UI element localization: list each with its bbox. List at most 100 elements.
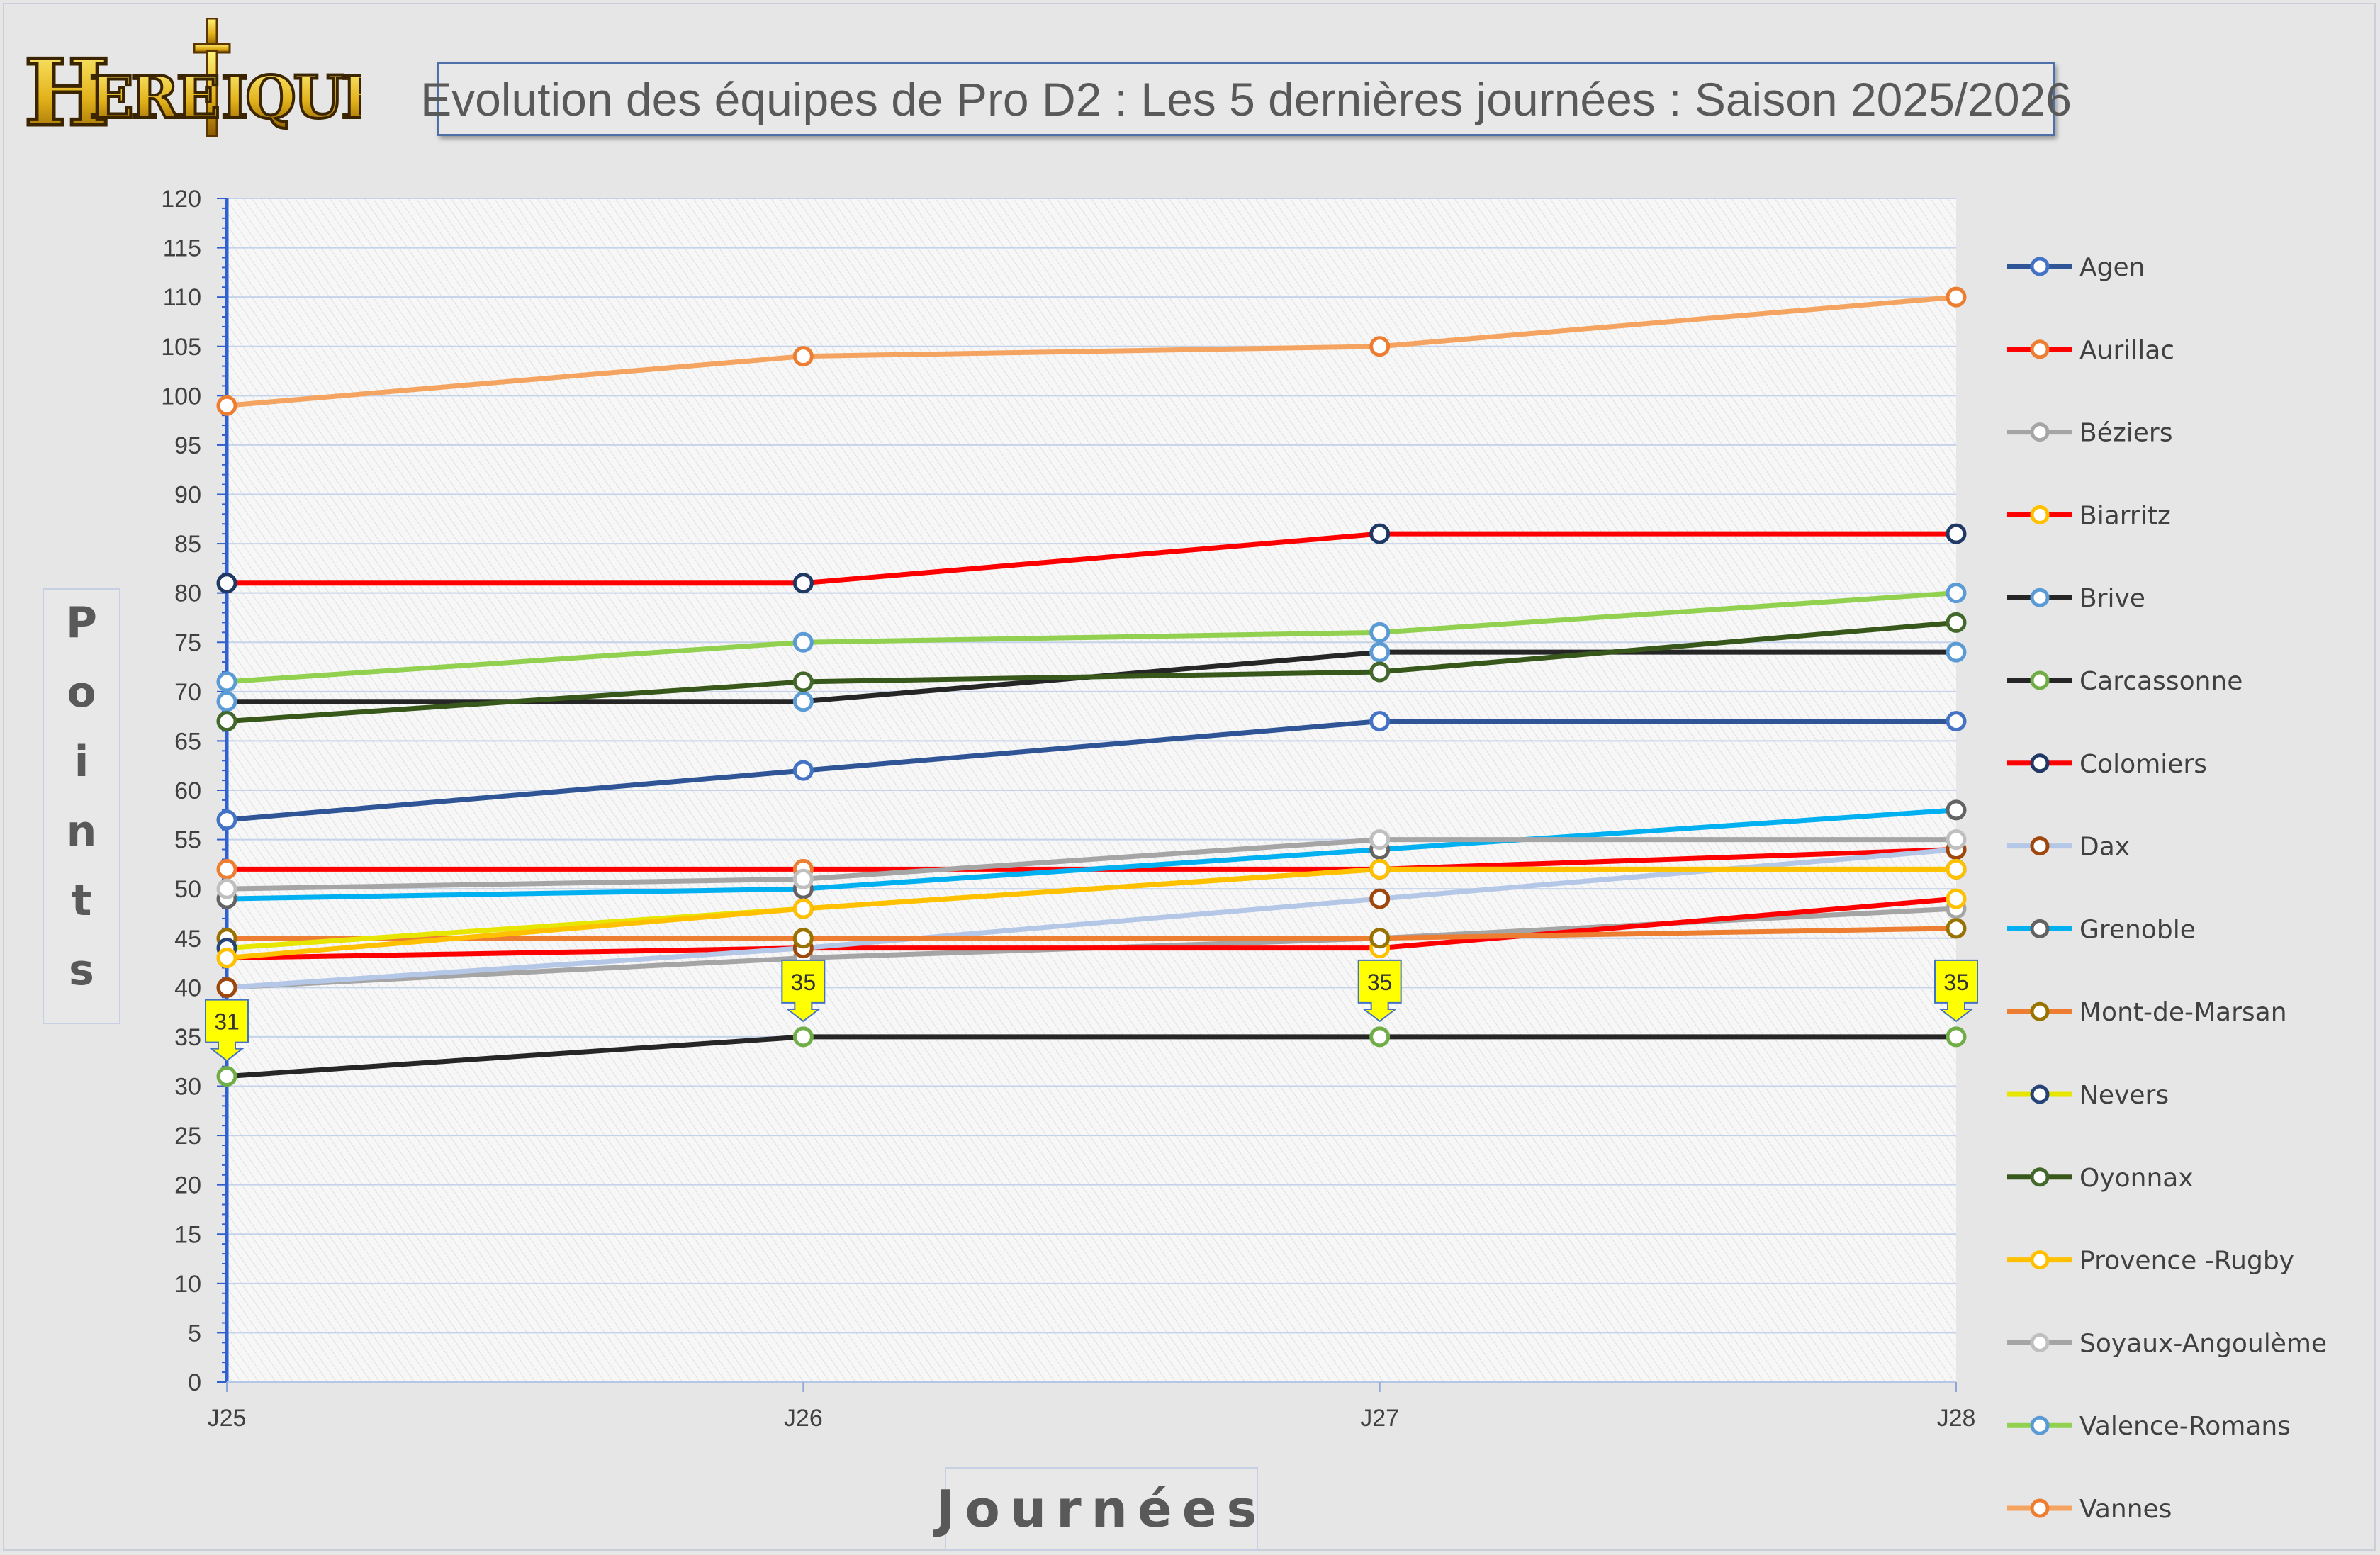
series-line-Agen <box>224 719 1959 823</box>
data-point-Agen <box>216 809 237 831</box>
data-point-Colomiers <box>1369 523 1391 544</box>
data-point-Mont-de-Marsan <box>792 928 814 949</box>
series-line-Oyonnax <box>224 619 1959 724</box>
legend-swatch-marker <box>2030 588 2050 607</box>
legend-swatch-marker <box>2030 670 2050 690</box>
logo-letters-iques: IQUES <box>221 64 361 132</box>
data-point-Agen <box>1369 711 1391 732</box>
series-line-Biarritz <box>224 896 1959 961</box>
legend-label: Oyonnax <box>2079 1164 2194 1193</box>
legend-swatch-marker <box>2030 1001 2050 1021</box>
series-line-Dax <box>224 847 1959 990</box>
y-axis-title: Points <box>43 588 120 1024</box>
legend-label: Carcassonne <box>2079 667 2243 696</box>
series-line-Mont-de-Marsan <box>224 926 1959 941</box>
callout-box <box>1357 959 1402 1023</box>
legend-label: Dax <box>2079 833 2130 862</box>
legend-swatch-marker <box>2030 505 2050 524</box>
series-line-Grenoble <box>224 807 1959 902</box>
data-point-Vannes <box>1946 286 1967 308</box>
data-point-Oyonnax <box>1946 612 1967 633</box>
y-tick-label: 90 <box>174 482 201 509</box>
data-point-Brive <box>216 691 237 712</box>
y-tick-label: 25 <box>174 1123 201 1150</box>
y-tick-label: 80 <box>174 580 201 607</box>
x-axis-title: Journées <box>936 1467 1258 1551</box>
data-point-Carcassonne <box>1369 1026 1391 1048</box>
data-point-Carcassonne <box>792 1026 814 1048</box>
chart-title: Evolution des équipes de Pro D2 : Les 5 … <box>420 62 2072 136</box>
y-tick-label: 75 <box>174 629 201 656</box>
data-point-Grenoble <box>1946 799 1967 821</box>
y-tick-label: 5 <box>188 1320 201 1347</box>
y-tick-label: 10 <box>174 1271 201 1298</box>
y-tick-label: 110 <box>163 284 201 311</box>
x-tick-label: J28 <box>1937 1405 1976 1432</box>
logo-letter-h: H <box>24 40 106 146</box>
legend-swatch-marker <box>2030 1332 2050 1352</box>
y-tick-label: 0 <box>188 1369 201 1396</box>
legend-label: Brive <box>2079 584 2145 613</box>
data-point-Valence-Romans <box>1946 583 1967 604</box>
data-point-Agen <box>792 760 814 781</box>
data-point-Oyonnax <box>1369 661 1391 683</box>
y-tick-label: 70 <box>174 679 201 706</box>
callouts: 31 35 35 35 <box>205 959 1978 1062</box>
sword-icon <box>193 18 231 137</box>
callout-label: 31 <box>214 1009 240 1035</box>
legend-swatch-marker <box>2030 339 2050 359</box>
callout-label: 35 <box>1943 970 1969 995</box>
data-point-Colomiers <box>1946 523 1967 544</box>
y-tick-label: 60 <box>174 778 201 804</box>
y-tick-label: 95 <box>174 432 201 459</box>
y-axis-title-text: Points <box>57 597 106 1015</box>
data-point-Biarritz <box>1946 888 1967 909</box>
legend-swatch-marker <box>2030 1084 2050 1104</box>
data-point-Provence -Rugby <box>216 948 237 969</box>
data-point-Oyonnax <box>792 671 814 692</box>
data-point-Dax <box>216 977 237 998</box>
logo-letters-ere: ERE <box>89 64 218 132</box>
legend-swatch-marker <box>2030 753 2050 773</box>
series-line-Valence-Romans <box>224 590 1959 685</box>
data-point-Agen <box>1946 711 1967 732</box>
legend-label: Soyaux-Angoulème <box>2079 1329 2327 1358</box>
legend-label: Valence-Romans <box>2079 1412 2291 1441</box>
axes: 0 5 10 15 20 25 30 35 40 45 50 55 60 65 70 75 80 85 90 95 10… <box>161 186 1975 1432</box>
legend-label: Biarritz <box>2079 501 2171 530</box>
data-point-Aurillac <box>216 858 237 880</box>
x-tick-label: J25 <box>208 1405 247 1432</box>
legend: Agen Aurillac Béziers Biarritz Brive Carcasso… <box>2007 253 2327 1524</box>
data-point-Provence -Rugby <box>792 898 814 919</box>
data-point-Provence -Rugby <box>1369 858 1391 880</box>
y-tick-label: 40 <box>174 975 201 1001</box>
data-point-Oyonnax <box>216 711 237 732</box>
series-line-Soyaux-Angoulème <box>224 837 1959 892</box>
heretiques-logo: H ERE IQUES <box>23 18 361 146</box>
legend-label: Agen <box>2079 253 2145 282</box>
series-line-Colomiers <box>224 531 1959 586</box>
y-tick-label: 115 <box>163 235 201 262</box>
data-point-Colomiers <box>216 573 237 594</box>
legend-label: Béziers <box>2079 419 2172 448</box>
data-point-Mont-de-Marsan <box>1946 918 1967 939</box>
legend-swatch-marker <box>2030 1415 2050 1435</box>
series-layer <box>216 286 1967 1087</box>
data-point-Valence-Romans <box>216 671 237 692</box>
data-point-Brive <box>792 691 814 712</box>
legend-label: Nevers <box>2079 1081 2169 1110</box>
series-line-Vannes <box>224 294 1959 408</box>
data-point-Dax <box>1369 888 1391 909</box>
data-point-Valence-Romans <box>1369 622 1391 643</box>
y-tick-label: 65 <box>174 728 201 755</box>
data-point-Brive <box>1369 641 1391 663</box>
data-point-Mont-de-Marsan <box>1369 928 1391 949</box>
y-tick-label: 15 <box>174 1221 201 1248</box>
y-tick-label: 120 <box>161 186 201 213</box>
y-tick-label: 30 <box>174 1074 201 1101</box>
y-tick-label: 20 <box>174 1172 201 1199</box>
callout-box <box>1934 959 1978 1023</box>
legend-label: Vannes <box>2079 1495 2172 1524</box>
data-point-Colomiers <box>792 573 814 594</box>
